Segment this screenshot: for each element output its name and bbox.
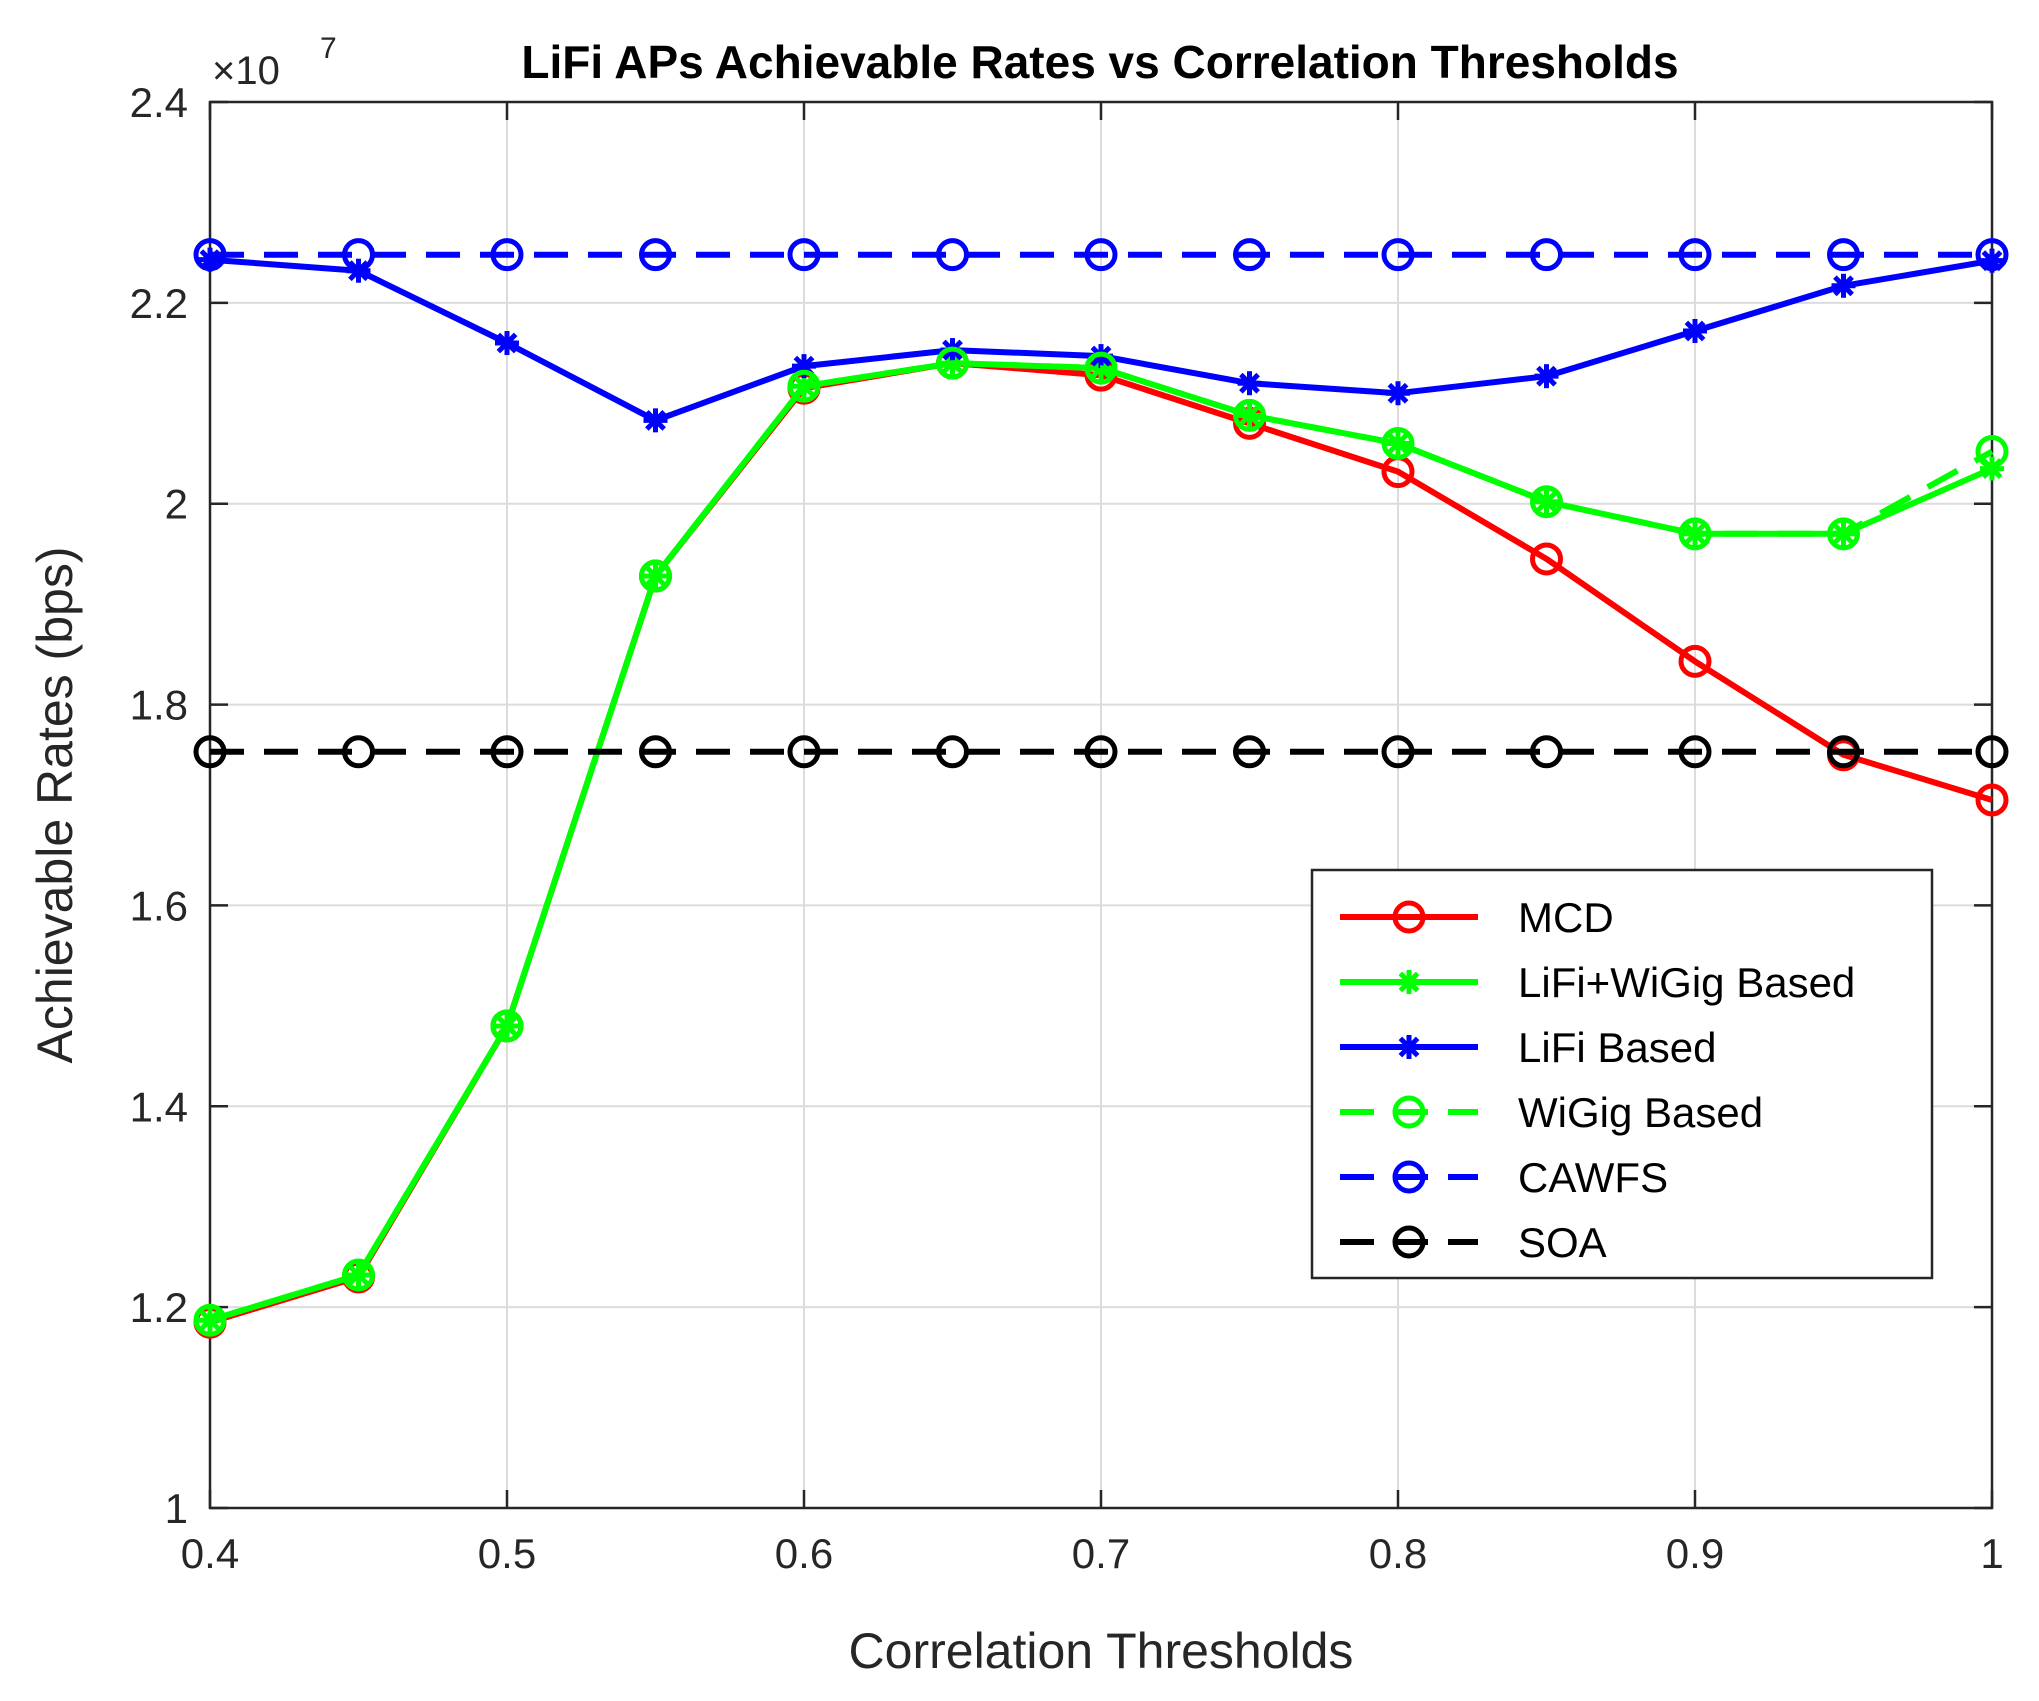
data-point-mcd (1530, 542, 1563, 576)
data-point-lifi-based (1237, 371, 1262, 396)
x-tick-label: 1 (1980, 1530, 2003, 1577)
series-line-wigig-based (209, 360, 1994, 1324)
data-point-soa (193, 735, 227, 769)
legend-item-soa: SOA (1340, 1219, 1607, 1266)
y-exponent-power: 7 (320, 32, 337, 65)
y-tick-label: 2.2 (130, 280, 188, 327)
legend-entries: MCD LiFi+WiGig Based LiFi Based WiGig Based… (1340, 894, 1855, 1266)
legend-label: MCD (1518, 894, 1614, 941)
data-point-cawfs (1827, 238, 1860, 272)
x-tick-label: 0.8 (1369, 1530, 1427, 1577)
data-point-cawfs (1233, 238, 1266, 272)
data-point-wigig-based (193, 1303, 227, 1337)
data-point-mcd (1975, 783, 2009, 817)
legend: MCD LiFi+WiGig Based LiFi Based WiGig Based… (1310, 868, 1934, 1280)
data-point-soa (1678, 735, 1712, 769)
legend-label: WiGig Based (1518, 1089, 1763, 1136)
y-axis-label: Achievable Rates (bps) (27, 547, 83, 1064)
y-tick-label: 1.8 (130, 682, 188, 729)
data-point-lifi-based (495, 331, 519, 356)
legend-marker (1397, 970, 1421, 994)
data-point-cawfs (1975, 238, 2009, 272)
data-point-cawfs (1530, 238, 1563, 272)
data-point-cawfs (639, 238, 672, 272)
y-tick-label: 1.4 (130, 1083, 188, 1130)
data-point-wigig-based (639, 559, 672, 593)
data-point-wigig-based (1381, 426, 1415, 460)
data-point-cawfs (1084, 238, 1118, 272)
data-point-wigig-based (1084, 351, 1118, 385)
data-point-lifi-based (1831, 273, 1856, 298)
data-point-soa (1827, 735, 1860, 769)
x-tick-label: 0.4 (181, 1530, 239, 1577)
data-point-wigig-based (787, 369, 821, 403)
y-tick-label: 1 (165, 1485, 188, 1532)
series-group (193, 238, 2009, 1339)
data-point-cawfs (936, 238, 969, 272)
data-point-wigig-based (936, 346, 969, 380)
y-tick-label: 1.2 (130, 1284, 188, 1331)
data-point-wigig-based (342, 1258, 375, 1292)
x-tick-label: 0.5 (478, 1530, 536, 1577)
data-point-soa (342, 735, 375, 769)
y-exponent-base: ×10 (212, 49, 280, 93)
legend-item-wigig-based: WiGig Based (1340, 1089, 1763, 1136)
legend-marker (1392, 1095, 1426, 1129)
data-point-lifi-based (1534, 364, 1559, 389)
legend-marker (1392, 1160, 1426, 1194)
legend-item-lifi-based: LiFi Based (1340, 1024, 1716, 1071)
data-point-soa (1233, 735, 1266, 769)
data-point-wigig-based (490, 1009, 524, 1043)
data-point-soa (787, 735, 821, 769)
x-tick-label: 0.7 (1072, 1530, 1130, 1577)
data-point-cawfs (193, 238, 227, 272)
legend-box (1310, 868, 1934, 1280)
legend-item-cawfs: CAWFS (1340, 1154, 1668, 1201)
data-point-cawfs (787, 238, 821, 272)
data-point-wigig-based (1827, 517, 1860, 551)
data-point-wigig-based (1678, 517, 1712, 551)
data-point-cawfs (1678, 238, 1712, 272)
legend-item-lifi-wigig-based: LiFi+WiGig Based (1340, 959, 1855, 1006)
data-point-soa (1975, 735, 2009, 769)
data-point-lifi-based (643, 408, 668, 433)
x-axis-label: Correlation Thresholds (849, 1623, 1354, 1679)
y-tick-label: 2 (165, 481, 188, 528)
data-point-cawfs (342, 238, 375, 272)
chart-title: LiFi APs Achievable Rates vs Correlation… (521, 36, 1678, 88)
y-tick-label: 1.6 (130, 882, 188, 929)
legend-label: LiFi+WiGig Based (1518, 959, 1855, 1006)
series-wigig-based (193, 346, 2009, 1337)
data-point-lifi-based (1683, 318, 1707, 343)
data-point-wigig-based (1975, 434, 2009, 468)
data-point-mcd (1678, 644, 1712, 678)
series-soa (193, 735, 2009, 769)
legend-label: SOA (1518, 1219, 1607, 1266)
data-point-wigig-based (1530, 485, 1563, 519)
legend-label: CAWFS (1518, 1154, 1668, 1201)
data-point-soa (936, 735, 969, 769)
data-point-cawfs (1381, 238, 1415, 272)
data-point-soa (1084, 735, 1118, 769)
x-tick-label: 0.6 (775, 1530, 833, 1577)
x-tick-label: 0.9 (1666, 1530, 1724, 1577)
data-point-soa (490, 735, 524, 769)
data-point-wigig-based (1233, 398, 1266, 432)
data-point-cawfs (490, 238, 524, 272)
series-cawfs (193, 238, 2009, 272)
grid (210, 102, 1992, 1508)
axis-ticks: 0.4 0.5 0.6 0.7 0.8 0.9 1 1 1.2 1.4 1.6 1.8 2 2.2 2.4 (130, 79, 2004, 1577)
data-point-soa (1530, 735, 1563, 769)
data-point-soa (1381, 735, 1415, 769)
legend-item-mcd: MCD (1340, 894, 1614, 941)
legend-marker (1397, 1035, 1421, 1059)
y-tick-label: 2.4 (130, 79, 188, 126)
legend-marker (1392, 1225, 1426, 1259)
legend-marker (1392, 900, 1426, 934)
data-point-soa (639, 735, 672, 769)
legend-label: LiFi Based (1518, 1024, 1716, 1071)
data-point-lifi-based (1386, 381, 1410, 406)
